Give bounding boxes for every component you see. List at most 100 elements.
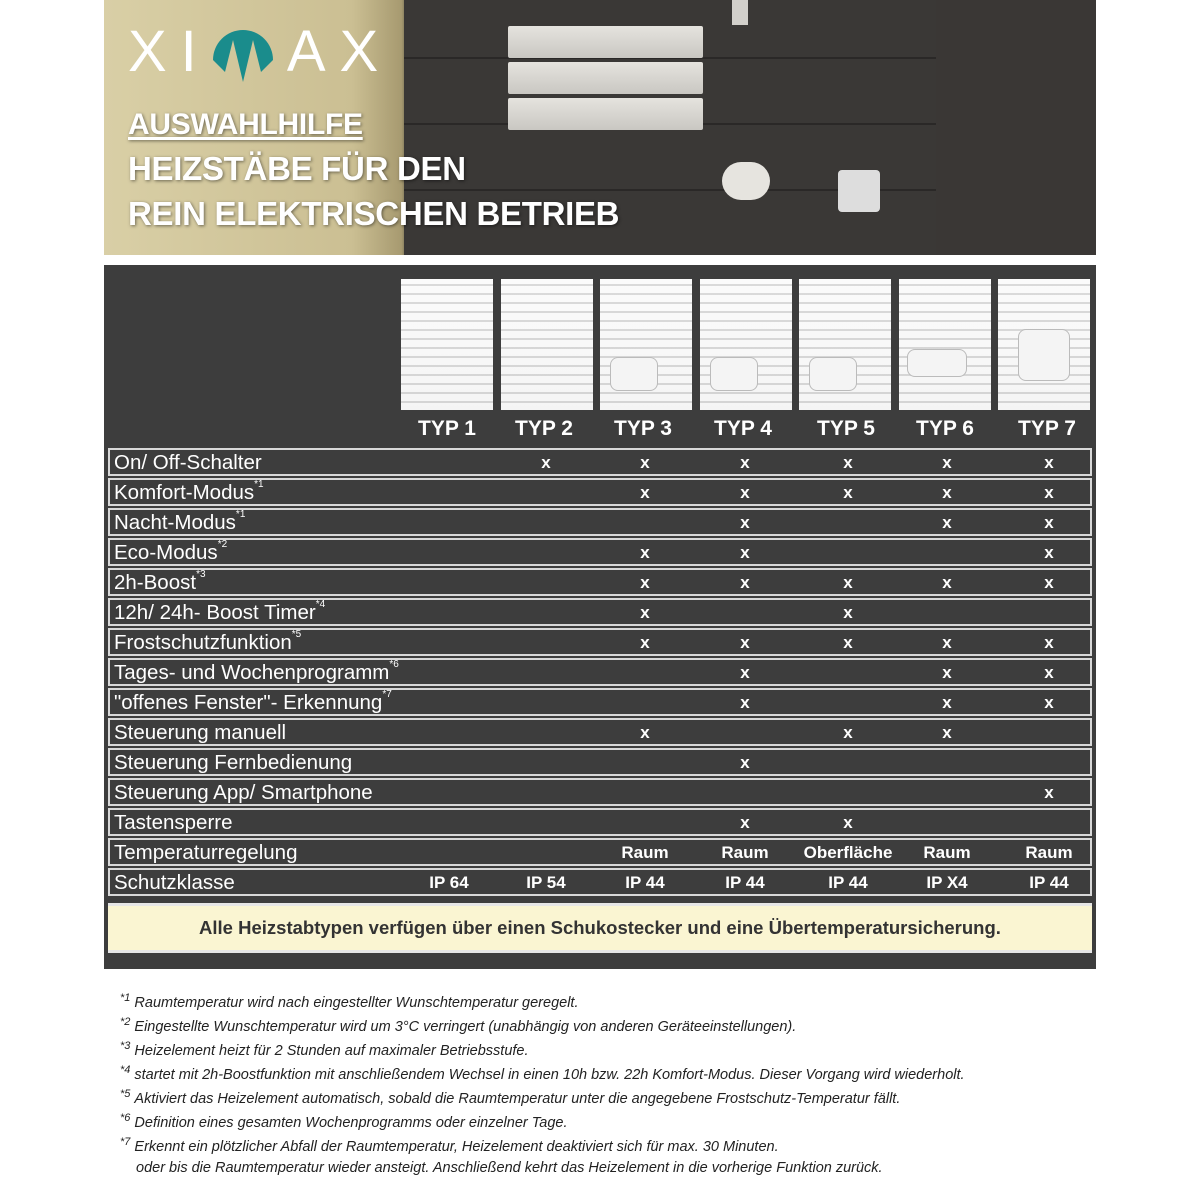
hero-kicker: AUSWAHLHILFE <box>128 108 363 141</box>
check-mark: x <box>942 633 952 652</box>
row-label: 2h-Boost*3 <box>114 569 206 595</box>
hero-title-line-2: REIN ELEKTRISCHEN BETRIEB <box>128 195 620 232</box>
row-label: Steuerung manuell <box>114 721 286 745</box>
hero-title-line-1: HEIZSTÄBE FÜR DEN <box>128 150 466 187</box>
check-mark: x <box>843 723 853 742</box>
control-unit-icon <box>1018 329 1070 381</box>
table-row: Tages- und Wochenprogramm*6 x x x <box>108 658 1092 686</box>
hero-banner: XI AX AUSWAHLHILFE HEIZSTÄBE FÜR DEN REI… <box>104 0 1096 255</box>
footnote-ref: *7 <box>382 689 392 700</box>
footnote-text: Definition eines gesamten Wochenprogramm… <box>134 1114 568 1131</box>
check-mark: x <box>942 483 952 502</box>
footnote-ref: *2 <box>217 539 228 550</box>
radiator-panel <box>508 98 703 130</box>
cell-value: IP 44 <box>828 873 868 892</box>
check-mark: x <box>541 453 551 472</box>
table-row: 12h/ 24h- Boost Timer*4 x x <box>108 598 1092 626</box>
check-mark: x <box>740 663 750 682</box>
row-label-text: Nacht-Modus <box>114 511 236 534</box>
check-mark: x <box>942 693 952 712</box>
footnote: *2 Eingestellte Wunschtemperatur wird um … <box>120 1016 965 1040</box>
check-mark: x <box>640 603 650 622</box>
table-row: Steuerung App/ Smartphone x <box>108 778 1092 806</box>
check-mark: x <box>942 573 952 592</box>
check-mark: x <box>640 723 650 742</box>
row-label-text: Schutzklasse <box>114 871 235 894</box>
footnote: *7 Erkennt ein plötzlicher Abfall der Rau… <box>120 1136 965 1160</box>
radiator-pipe <box>732 0 748 25</box>
check-mark: x <box>740 453 750 472</box>
check-mark: x <box>640 483 650 502</box>
footnote-mark: *6 <box>120 1112 131 1124</box>
row-label-text: 2h-Boost <box>114 571 197 594</box>
check-mark: x <box>843 453 853 472</box>
footnote-ref: *6 <box>389 659 399 670</box>
footnote: oder bis die Raumtemperatur wieder anste… <box>120 1160 965 1184</box>
row-label-text: "offenes Fenster"- Erkennung <box>114 691 383 714</box>
footnote-ref: *5 <box>291 629 302 640</box>
row-label: Eco-Modus*2 <box>114 539 228 565</box>
check-mark: x <box>942 453 952 472</box>
check-mark: x <box>740 693 750 712</box>
row-label: Frostschutzfunktion*5 <box>114 629 302 655</box>
footnote-ref: *4 <box>315 599 326 610</box>
row-label-text: Tastensperre <box>114 811 233 834</box>
footnote-mark: *5 <box>120 1088 131 1100</box>
check-mark: x <box>1044 783 1054 802</box>
row-label-text: Eco-Modus <box>114 541 218 564</box>
table-row: Nacht-Modus*1 x x x <box>108 508 1092 536</box>
check-mark: x <box>640 633 650 652</box>
check-mark: x <box>942 663 952 682</box>
footnote: *6 Definition eines gesamten Wochenprogra… <box>120 1112 965 1136</box>
cell-value: Raum <box>923 843 971 862</box>
row-label: Schutzklasse <box>114 871 235 895</box>
footnote-ref: *1 <box>235 509 246 520</box>
table-row: 2h-Boost*3 x x x x x <box>108 568 1092 596</box>
footnote: *1 Raumtemperatur wird nach eingestellter… <box>120 992 965 1016</box>
cabinet-image <box>936 0 1096 255</box>
table-row: Frostschutzfunktion*5 x x x x x <box>108 628 1092 656</box>
row-label: On/ Off-Schalter <box>114 451 262 475</box>
check-mark: x <box>843 483 853 502</box>
product-image-typ-4 <box>699 279 792 410</box>
row-label: Komfort-Modus*1 <box>114 479 264 505</box>
row-label: Temperaturregelung <box>114 841 297 865</box>
table-row: "offenes Fenster"- Erkennung*7 x x x <box>108 688 1092 716</box>
footnote: *4 startet mit 2h-Boostfunktion mit ansch… <box>120 1064 965 1088</box>
check-mark: x <box>843 633 853 652</box>
row-label: Tages- und Wochenprogramm*6 <box>114 659 399 685</box>
check-mark: x <box>740 543 750 562</box>
footnote-mark: *7 <box>120 1136 131 1148</box>
check-mark: x <box>740 483 750 502</box>
column-header-typ-4: TYP 4 <box>714 417 772 440</box>
footnote: *5 Aktiviert das Heizelement automatisch,… <box>120 1088 965 1112</box>
row-label-text: Steuerung App/ Smartphone <box>114 781 373 804</box>
table-row: Schutzklasse IP 64 IP 54 IP 44 IP 44 IP 44 IP … <box>108 868 1092 896</box>
control-unit-icon <box>809 357 857 391</box>
check-mark: x <box>843 603 853 622</box>
footnote-text: Heizelement heizt für 2 Stunden auf maxi… <box>134 1042 529 1059</box>
check-mark: x <box>740 513 750 532</box>
column-header-typ-6: TYP 6 <box>916 417 974 440</box>
footnote-ref: *3 <box>196 569 206 580</box>
table-row: Steuerung manuell x x x <box>108 718 1092 746</box>
table-note: Alle Heizstabtypen verfügen über einen S… <box>108 903 1092 953</box>
footnote-mark: *2 <box>120 1016 131 1028</box>
product-image-typ-1 <box>401 279 493 410</box>
column-header-typ-2: TYP 2 <box>515 417 573 440</box>
row-label-text: Komfort-Modus <box>114 481 255 504</box>
cell-value: IP 54 <box>526 873 566 892</box>
check-mark: x <box>640 453 650 472</box>
row-label-text: Steuerung manuell <box>114 721 287 744</box>
cell-value: IP 64 <box>429 873 469 892</box>
ximax-logo: XI AX <box>128 19 393 84</box>
check-mark: x <box>1044 513 1054 532</box>
row-label: Steuerung App/ Smartphone <box>114 781 373 805</box>
row-label: Tastensperre <box>114 811 233 835</box>
column-header-typ-7: TYP 7 <box>1018 417 1076 440</box>
table-row: Temperaturregelung Raum Raum Oberfläche Raum… <box>108 838 1092 866</box>
control-unit-icon <box>610 357 658 391</box>
check-mark: x <box>843 813 853 832</box>
product-image-typ-6 <box>898 279 991 410</box>
row-label: "offenes Fenster"- Erkennung*7 <box>114 689 392 715</box>
